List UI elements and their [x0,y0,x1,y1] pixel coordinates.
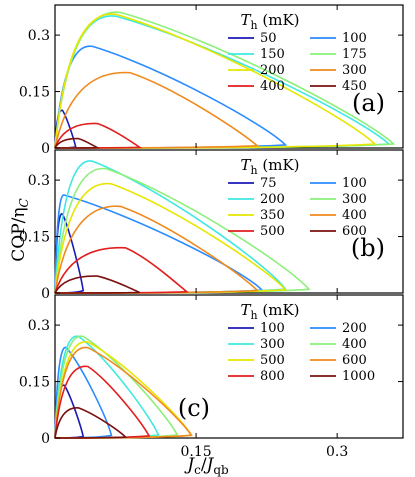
legend-label-1000: 1000 [342,369,375,384]
series-curve-450 [54,137,101,149]
legend-label-350: 350 [260,208,285,223]
panel-letter: (a) [352,89,385,117]
legend-label-150: 150 [260,47,285,62]
legend-label-450: 450 [342,79,367,94]
series-curve-200 [54,160,287,294]
legend-label-800: 800 [260,369,285,384]
x-tick-label: 0.15 [180,444,211,460]
legend-label-300: 300 [342,192,367,207]
series-curve-100 [54,45,288,149]
y-tick-label: 0.15 [19,375,50,391]
legend-label-300: 300 [342,63,367,78]
legend-label-100: 100 [342,31,367,46]
panel-frame [54,294,404,439]
y-tick-label: 0.15 [19,230,50,246]
legend-label-200: 200 [260,192,285,207]
x-tick-label: 0.3 [326,444,348,460]
legend-label-400: 400 [342,337,367,352]
series-curve-1000 [54,407,128,439]
legend-title: Th (mK) [240,301,299,322]
legend-label-100: 100 [342,176,367,191]
legend-label-200: 200 [260,63,285,78]
panel-3: 0 0.15 0.3 0.15 0.3 Th (mK)100 200 300 400 500 600… [19,294,404,460]
series-curve-200 [54,13,377,149]
legend-label-600: 600 [342,224,367,239]
series-curve-150 [54,15,391,149]
panel-frame [54,149,404,294]
legend-label-100: 100 [260,321,285,336]
panel-2: 0 0.15 0.3 Th (mK)75 100 200 300 350 400 500 600(b… [19,149,404,302]
x-axis-title: Jc/Jqb [184,455,229,477]
legend-label-500: 500 [260,224,285,239]
panel-letter: (b) [351,234,385,262]
series-curve-100 [54,194,264,294]
legend-label-500: 500 [260,353,285,368]
y-tick-label: 0 [41,141,50,157]
series-curve-400 [54,335,179,439]
legend-title: Th (mK) [240,11,299,32]
legend-label-200: 200 [342,321,367,336]
y-tick-label: 0.3 [28,173,50,189]
legend: Th (mK)75 100 200 300 350 400 500 600 [228,156,367,239]
y-tick-label: 0.15 [19,85,50,101]
legend-label-75: 75 [260,176,277,191]
legend-label-300: 300 [260,337,285,352]
panel-1: 0 0.15 0.3 Th (mK)50 100 150 175 200 300 400 450(a… [19,4,404,157]
y-axis-title: COP/ηC [9,198,31,261]
legend-label-400: 400 [260,79,285,94]
y-tick-label: 0.3 [28,28,50,44]
legend-title: Th (mK) [240,156,299,177]
legend: Th (mK)100 200 300 400 500 600 800 1000 [228,301,375,384]
legend-label-400: 400 [342,208,367,223]
series-curve-600 [54,275,140,294]
y-tick-label: 0.3 [28,318,50,334]
legend-label-50: 50 [260,31,277,46]
series-curve-400 [54,205,260,294]
legend-label-175: 175 [342,47,367,62]
series-curve-400 [54,122,143,149]
legend: Th (mK)50 100 150 175 200 300 400 450 [228,11,367,94]
panel-letter: (c) [178,394,210,422]
y-tick-label: 0 [41,431,50,447]
series-curve-300 [54,71,260,149]
y-tick-label: 0 [41,286,50,302]
legend-label-600: 600 [342,353,367,368]
